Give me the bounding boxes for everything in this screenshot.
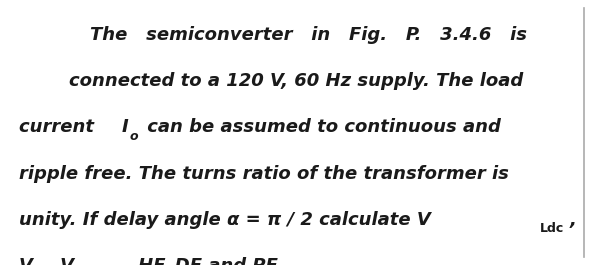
- Text: ripple free. The turns ratio of the transformer is: ripple free. The turns ratio of the tran…: [19, 165, 509, 183]
- Text: current: current: [19, 118, 100, 136]
- Text: , HF, DF and PF.: , HF, DF and PF.: [125, 257, 281, 265]
- Text: V: V: [19, 257, 33, 265]
- Text: connected to a 120 V, 60 Hz supply. The load: connected to a 120 V, 60 Hz supply. The …: [69, 72, 524, 90]
- Text: o: o: [130, 130, 139, 143]
- Text: can be assumed to continuous and: can be assumed to continuous and: [141, 118, 500, 136]
- Text: Ldc: Ldc: [540, 222, 563, 235]
- Text: unity. If delay angle α = π / 2 calculate V: unity. If delay angle α = π / 2 calculat…: [19, 211, 431, 229]
- Text: The   semiconverter   in   Fig.   P.   3.4.6   is: The semiconverter in Fig. P. 3.4.6 is: [90, 26, 527, 44]
- Text: ,: ,: [570, 211, 577, 229]
- Text: I: I: [122, 118, 128, 136]
- Text: ,V: ,V: [47, 257, 75, 265]
